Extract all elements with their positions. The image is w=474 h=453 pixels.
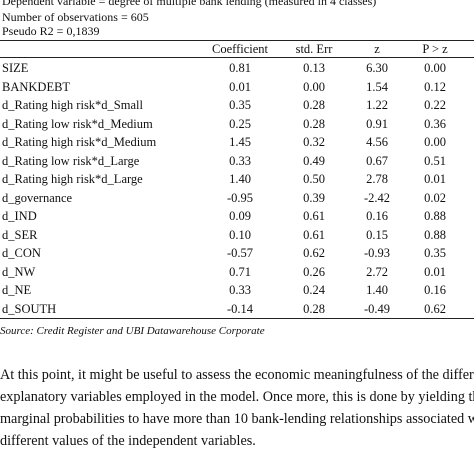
observations-note: Number of observations = 605 bbox=[2, 10, 149, 24]
table-cell: 0.01 bbox=[424, 172, 446, 186]
table-cell: 0.24 bbox=[303, 283, 325, 297]
row-label: BANKDEBT bbox=[2, 79, 71, 94]
row-label: d_Rating high risk*d_Medium bbox=[2, 135, 157, 149]
row-label: d_IND bbox=[2, 209, 37, 223]
row-label: d_Rating low risk*d_Medium bbox=[2, 116, 153, 131]
table-cell: -0.49 bbox=[363, 301, 391, 316]
table-cell: -0.95 bbox=[226, 190, 254, 205]
table-cell: 0.32 bbox=[303, 135, 325, 149]
table-cell: -0.93 bbox=[363, 246, 391, 260]
table-cell: 0.26 bbox=[303, 264, 325, 279]
table-cell: 0.62 bbox=[303, 246, 325, 260]
table-cell: 6.30 bbox=[366, 61, 388, 75]
table-cell: 0.35 bbox=[229, 98, 251, 112]
table-cell: 0.67 bbox=[366, 153, 388, 168]
table-cell: 0.61 bbox=[303, 209, 325, 223]
table-cell: 0.28 bbox=[303, 301, 325, 316]
table-cell: 0.25 bbox=[229, 116, 251, 131]
table-cell: 0.91 bbox=[366, 116, 388, 131]
table-cell: 0.39 bbox=[303, 190, 325, 205]
table-header-rule bbox=[0, 57, 474, 58]
row-label: d_NE bbox=[2, 283, 32, 297]
table-cell: 4.56 bbox=[366, 135, 388, 149]
table-cell: 0.49 bbox=[303, 153, 325, 168]
table-cell: 0.00 bbox=[424, 135, 446, 149]
table-cell: 0.62 bbox=[424, 301, 446, 316]
table-cell: 0.16 bbox=[366, 209, 388, 223]
row-label: d_CON bbox=[2, 246, 41, 260]
table-cell: 0.15 bbox=[366, 227, 388, 242]
table-cell: 0.13 bbox=[303, 61, 325, 75]
row-label: d_Rating low risk*d_Large bbox=[2, 153, 140, 168]
table-cell: 0.00 bbox=[303, 79, 325, 94]
table-cell: 0.12 bbox=[424, 79, 446, 94]
table-cell: 0.61 bbox=[303, 227, 325, 242]
table-cell: -0.14 bbox=[226, 301, 254, 316]
table-cell: 1.40 bbox=[366, 283, 388, 297]
row-label: d_NW bbox=[2, 264, 36, 279]
row-label: d_Rating high risk*d_Small bbox=[2, 98, 143, 112]
paragraph-line: At this point, it might be useful to ass… bbox=[0, 367, 474, 383]
table-cell: 0.28 bbox=[303, 98, 325, 112]
row-label: d_SER bbox=[2, 227, 38, 242]
table-cell: 2.72 bbox=[366, 264, 388, 279]
table-cell: 0.16 bbox=[424, 283, 446, 297]
table-cell: 2.78 bbox=[366, 172, 388, 186]
column-header-std-err: std. Err bbox=[295, 42, 333, 56]
table-cell: 1.54 bbox=[366, 79, 388, 94]
table-cell: 0.01 bbox=[424, 264, 446, 279]
table-cell: 0.88 bbox=[424, 227, 446, 242]
table-cell: -0.57 bbox=[226, 246, 254, 260]
column-header-coefficient: Coefficient bbox=[212, 42, 268, 56]
table-cell: 1.45 bbox=[229, 135, 251, 149]
column-header-p-value: P > z bbox=[422, 42, 448, 56]
column-header-z: z bbox=[374, 42, 380, 56]
table-cell: 1.22 bbox=[366, 98, 388, 112]
table-source-note: Source: Credit Register and UBI Dataware… bbox=[0, 325, 265, 337]
table-cell: 0.71 bbox=[229, 264, 251, 279]
table-cell: 0.88 bbox=[424, 209, 446, 223]
table-cell: 0.22 bbox=[424, 98, 446, 112]
row-label: d_Rating high risk*d_Large bbox=[2, 172, 143, 186]
table-cell: 0.35 bbox=[424, 246, 446, 260]
paragraph-line: different values of the independent vari… bbox=[0, 433, 256, 449]
table-cell: 1.40 bbox=[229, 172, 251, 186]
table-top-rule bbox=[0, 40, 474, 41]
table-cell: 0.51 bbox=[424, 153, 446, 168]
table-cell: 0.50 bbox=[303, 172, 325, 186]
row-label: SIZE bbox=[2, 61, 29, 75]
row-label: d_governance bbox=[2, 190, 73, 205]
table-cell: 0.28 bbox=[303, 116, 325, 131]
table-cell: 0.00 bbox=[424, 61, 446, 75]
table-cell: 0.10 bbox=[229, 227, 251, 242]
table-cell: 0.33 bbox=[229, 153, 251, 168]
table-cell: 0.02 bbox=[424, 190, 446, 205]
row-label: d_SOUTH bbox=[2, 301, 57, 316]
table-cell: -2.42 bbox=[363, 190, 391, 205]
table-cell: 0.36 bbox=[424, 116, 446, 131]
paragraph-line: marginal probabilities to have more than… bbox=[0, 411, 474, 427]
pseudo-r2-note: Pseudo R2 = 0,1839 bbox=[2, 24, 100, 38]
dependent-variable-note: Dependent variable = degree of multiple … bbox=[2, 0, 377, 8]
table-cell: 0.33 bbox=[229, 283, 251, 297]
table-cell: 0.81 bbox=[229, 61, 251, 75]
paragraph-line: explanatory variables employed in the mo… bbox=[0, 389, 474, 405]
table-cell: 0.01 bbox=[229, 79, 251, 94]
table-bottom-rule bbox=[0, 318, 474, 319]
table-cell: 0.09 bbox=[229, 209, 251, 223]
